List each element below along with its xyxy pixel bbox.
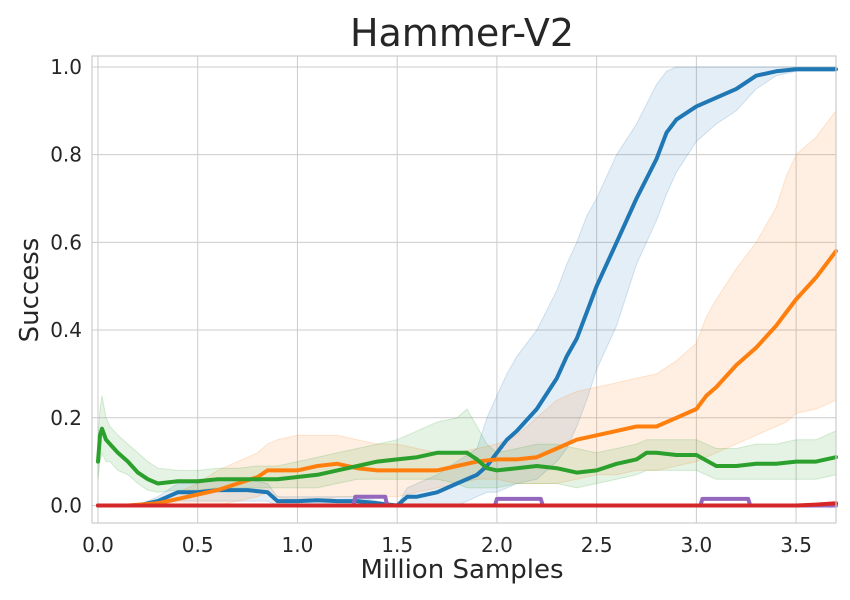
y-tick-label: 0.6 — [50, 230, 82, 254]
series-3-line — [96, 494, 838, 508]
x-tick-label: 1.5 — [381, 533, 413, 557]
y-tick-label: 0.0 — [50, 493, 82, 517]
y-tick-label: 0.4 — [50, 318, 82, 342]
x-tick-label: 2.0 — [481, 533, 513, 557]
series-4-line — [96, 501, 838, 508]
x-tick-label: 2.5 — [581, 533, 613, 557]
y-tick-label: 0.2 — [50, 406, 82, 430]
y-axis-label: Success — [15, 238, 45, 343]
series-lines — [96, 67, 838, 508]
x-tick-label: 0.0 — [82, 533, 114, 557]
chart-title: Hammer-V2 — [350, 11, 574, 55]
series-0-line — [96, 67, 838, 508]
y-tick-label: 0.8 — [50, 143, 82, 167]
x-tick-label: 0.5 — [182, 533, 214, 557]
series-2-line — [96, 426, 838, 486]
x-tick-label: 3.0 — [680, 533, 712, 557]
x-tick-label: 3.5 — [780, 533, 812, 557]
confidence-bands — [97, 66, 837, 507]
x-tick-labels: 0.0 0.5 1.0 1.5 2.0 2.5 3.0 3.5 — [82, 533, 812, 557]
x-axis-label: Million Samples — [360, 555, 563, 585]
y-tick-labels: 0.0 0.2 0.4 0.6 0.8 1.0 — [50, 55, 82, 517]
plot-frame — [91, 55, 837, 524]
y-tick-label: 1.0 — [50, 55, 82, 79]
x-tick-label: 1.0 — [282, 533, 314, 557]
